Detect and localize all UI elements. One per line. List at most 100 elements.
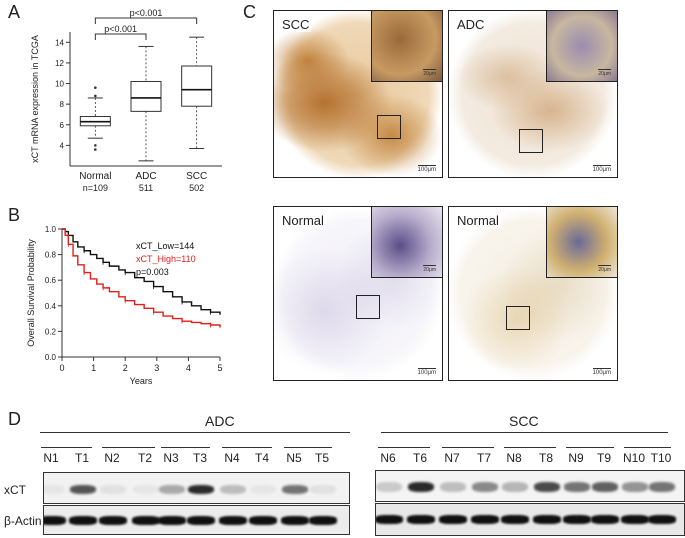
box-scc — [181, 65, 213, 107]
x-category-label: SCC — [186, 171, 207, 182]
xct-band — [220, 485, 246, 494]
lane-label: T10 — [650, 451, 672, 465]
zoom-region-box — [356, 295, 380, 319]
lane-label: N4 — [224, 451, 240, 465]
ihc-inset: 20μm — [546, 207, 617, 278]
box-outlier — [94, 86, 97, 89]
y-tick-label: 1.0 — [45, 225, 57, 234]
significance-bracket — [94, 33, 147, 40]
scale-bar: 100μm — [417, 165, 437, 173]
x-tick-label: 3 — [154, 363, 159, 373]
ihc-tile-normal-1: Normal 20μm 100μm — [273, 206, 443, 381]
row-label-xct: xCT — [4, 483, 26, 497]
km-curve-high — [62, 228, 221, 328]
xct-band — [133, 485, 159, 494]
scc-xct-blot — [375, 470, 685, 502]
x-tick-label: 4 — [186, 363, 191, 373]
x-tick-label: 5 — [217, 363, 222, 373]
lane-pair-line — [504, 447, 556, 448]
inset-scale-bar: 20μm — [598, 265, 611, 273]
y-tick-label: 0.8 — [45, 251, 57, 260]
adc-actin-blot — [43, 505, 350, 535]
zoom-region-box — [506, 306, 530, 330]
lane-pair-line — [161, 447, 210, 448]
x-count-label: 511 — [139, 183, 153, 193]
y-tick-label: 12 — [55, 59, 64, 68]
lane-pair-line — [284, 447, 332, 448]
group-label-adc: ADC — [205, 413, 235, 429]
actin-band — [309, 516, 337, 525]
lane-pair-line — [222, 447, 272, 448]
lane-label: T6 — [412, 451, 427, 465]
lane-label: N6 — [380, 451, 396, 465]
km-curve-low — [62, 228, 221, 315]
actin-band — [187, 516, 215, 525]
xct-band — [70, 485, 96, 494]
actin-band — [591, 515, 619, 524]
actin-band — [648, 515, 676, 524]
survival-chart: 0.0 0.2 0.4 0.6 0.8 1.0 0 1 2 3 4 5 Years Overall Sur… — [26, 225, 223, 386]
y-tick-label: 0.0 — [45, 353, 57, 362]
scc-group-line — [381, 432, 668, 433]
y-tick-label: 8 — [60, 100, 65, 109]
lane-label: N9 — [568, 451, 584, 465]
ihc-inset: 20μm — [546, 11, 617, 82]
y-tick-label: 0.4 — [45, 302, 57, 311]
lane-pair-line — [378, 447, 430, 448]
significance-label: p<0.001 — [104, 24, 137, 34]
xct-band — [44, 485, 65, 494]
lane-label: T9 — [596, 451, 611, 465]
xct-band — [188, 485, 214, 494]
xct-band — [440, 482, 466, 492]
ihc-tile-label: SCC — [280, 17, 312, 32]
actin-band — [69, 516, 97, 525]
panel-label-c: C — [243, 2, 256, 22]
xct-band — [472, 482, 498, 492]
xct-band — [159, 485, 185, 494]
y-tick-label: 10 — [55, 80, 64, 89]
scale-bar: 100μm — [592, 368, 612, 376]
x-tick-label: 2 — [123, 363, 128, 373]
box-outlier — [94, 94, 97, 98]
panel-label-a: A — [8, 2, 21, 22]
lane-pair-line — [41, 447, 92, 448]
inset-scale-bar: 20μm — [598, 69, 611, 77]
actin-band — [439, 515, 467, 524]
ihc-tile-scc: SCC 20μm 100μm — [273, 10, 443, 178]
x-category-label: ADC — [135, 171, 156, 182]
actin-band — [219, 516, 247, 525]
x-category-label: Normal — [79, 171, 111, 182]
lane-label: N7 — [444, 451, 460, 465]
legend-xct-low: xCT_Low=144 — [136, 241, 194, 251]
xct-band — [376, 482, 402, 492]
lane-label: T3 — [192, 451, 207, 465]
lane-label: T5 — [314, 451, 329, 465]
row-label-actin: β-Actin — [4, 514, 42, 528]
lane-label: N3 — [163, 451, 179, 465]
y-tick-label: 4 — [60, 141, 65, 150]
xct-band — [408, 482, 434, 492]
lane-label: T2 — [137, 451, 152, 465]
y-axis-label: xCT mRNA expression in TCGA — [30, 35, 40, 163]
lane-pair-line — [102, 447, 155, 448]
actin-band — [471, 515, 499, 524]
y-tick-label: 6 — [60, 121, 65, 130]
y-tick-label: 0.6 — [45, 276, 57, 285]
actin-band — [132, 516, 160, 525]
lane-label: N5 — [286, 451, 302, 465]
xct-band — [649, 482, 675, 492]
xct-band — [100, 485, 126, 494]
lane-pair-line — [442, 447, 494, 448]
actin-band — [249, 516, 277, 525]
xct-band — [310, 485, 336, 494]
actin-band — [44, 516, 66, 525]
lane-label: T7 — [476, 451, 491, 465]
ihc-tile-label: Normal — [280, 213, 326, 228]
boxplot-chart: 4 6 8 10 12 14 xCT mRNA expression in TCGA Norm… — [30, 8, 222, 193]
group-label-scc: SCC — [509, 413, 539, 429]
inset-scale-bar: 20μm — [423, 265, 436, 273]
lane-pair-line — [566, 447, 614, 448]
xct-band — [502, 482, 528, 492]
xct-band — [534, 482, 560, 492]
x-tick-label: 1 — [91, 363, 96, 373]
